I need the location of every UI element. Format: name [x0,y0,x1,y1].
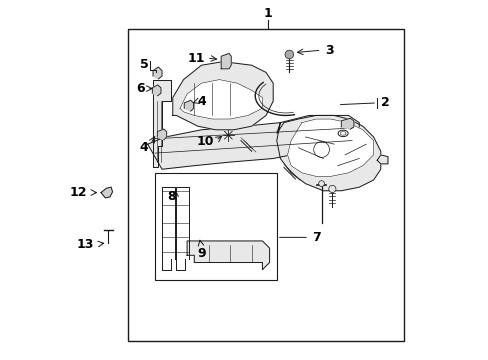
Polygon shape [184,100,193,111]
Text: 10: 10 [196,135,214,148]
Text: 1: 1 [263,7,272,20]
Text: 2: 2 [380,96,389,109]
Bar [155,173,276,280]
Polygon shape [153,67,162,79]
Text: 13: 13 [76,238,94,251]
Polygon shape [147,116,359,169]
Circle shape [328,185,335,193]
Polygon shape [287,119,373,176]
Polygon shape [221,53,231,69]
Polygon shape [341,118,353,129]
Polygon shape [187,241,269,270]
Polygon shape [376,155,387,164]
Text: 12: 12 [69,186,86,199]
Text: 3: 3 [325,44,333,57]
Polygon shape [276,116,380,191]
Text: 5: 5 [140,58,149,71]
Text: 7: 7 [311,231,320,244]
Text: 4: 4 [140,140,148,153]
Text: 6: 6 [136,82,144,95]
Polygon shape [172,62,273,130]
Text: 8: 8 [167,190,175,203]
Polygon shape [101,187,112,198]
Polygon shape [152,85,161,96]
Circle shape [318,181,324,186]
Polygon shape [157,129,166,140]
Bar [128,30,403,341]
Text: 11: 11 [187,51,204,64]
Text: 9: 9 [197,247,205,260]
Polygon shape [153,80,171,167]
Circle shape [285,50,293,59]
Text: 4: 4 [198,95,206,108]
Polygon shape [180,80,262,119]
